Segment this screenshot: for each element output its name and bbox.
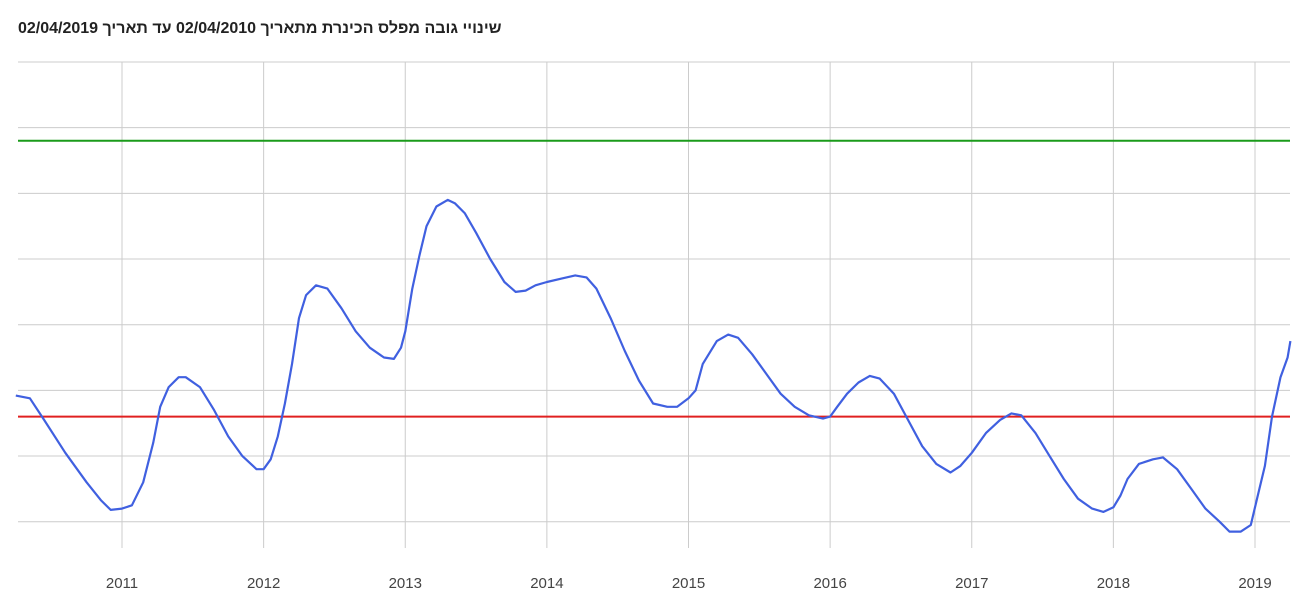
x-tick-label: 2018 [1097, 575, 1130, 592]
x-tick-label: 2016 [813, 575, 846, 592]
grid-layer [18, 61, 1290, 548]
reference-lines [18, 139, 1290, 418]
chart-title: שינויי גובה מפלס הכינרת מתאריך 02/04/201… [18, 20, 502, 37]
x-tick-label: 2012 [247, 575, 280, 592]
x-tick-label: 2017 [955, 575, 988, 592]
x-tick-label: 2014 [530, 575, 563, 592]
x-tick-label: 2019 [1238, 575, 1271, 592]
x-tick-labels: 2011 2012 2013 2014 2015 2016 2017 2018 2019 [106, 575, 1272, 592]
series-line [15, 198, 1292, 533]
x-tick-label: 2015 [672, 575, 705, 592]
x-tick-label: 2011 [106, 575, 138, 592]
x-tick-label: 2013 [389, 575, 422, 592]
series-layer [15, 198, 1292, 533]
